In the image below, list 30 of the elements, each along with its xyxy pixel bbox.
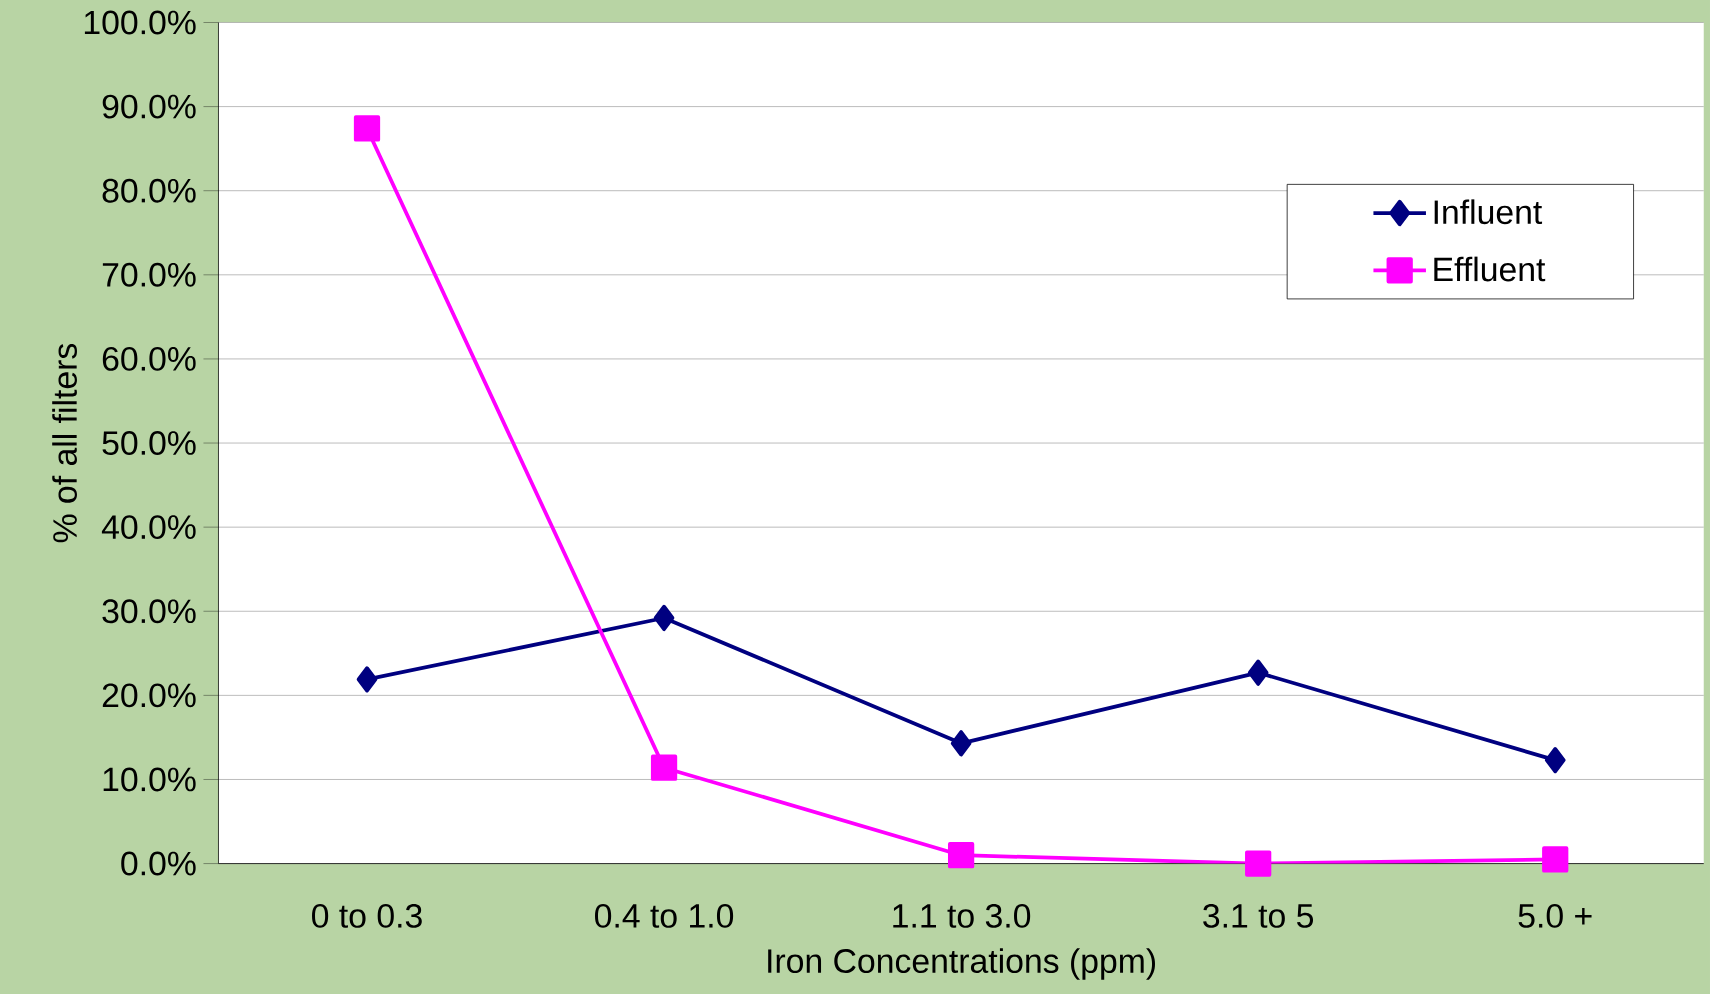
point xyxy=(650,754,678,781)
y-tick-label: 30.0% xyxy=(102,599,196,624)
y-tick-label: 100.0% xyxy=(84,10,196,35)
x-tick-label: 5.0 + xyxy=(1518,903,1592,928)
x-tick-label: 0.4 to 1.0 xyxy=(595,903,734,928)
point xyxy=(1542,846,1569,873)
x-tick-label: 1.1 to 3.0 xyxy=(893,903,1031,928)
legend-label: Effluent xyxy=(1434,256,1546,282)
point xyxy=(950,730,972,757)
y-tick-label: 10.0% xyxy=(103,767,196,792)
y-tick-label: 20.0% xyxy=(102,683,196,708)
point xyxy=(1247,659,1269,686)
y-tick-label: 70.0% xyxy=(102,262,196,287)
y-axis-title: % of all filters xyxy=(52,343,77,543)
x-axis-title: Iron Concentrations (ppm) xyxy=(768,948,1155,980)
point xyxy=(1245,850,1272,877)
y-tick-label: 60.0% xyxy=(102,346,196,371)
y-tick-label: 90.0% xyxy=(102,94,196,119)
x-tick-label: 3.1 to 5 xyxy=(1203,903,1314,928)
point xyxy=(947,842,975,869)
y-tick-label: 0.0% xyxy=(121,851,196,876)
legend-label: Influent xyxy=(1434,199,1543,225)
x-tick-label: 0 to 0.3 xyxy=(312,903,422,928)
y-tick-label: 50.0% xyxy=(102,431,196,456)
y-tick-label: 80.0% xyxy=(102,178,196,203)
point xyxy=(1544,747,1566,774)
point xyxy=(653,604,675,632)
point xyxy=(353,115,381,142)
point xyxy=(356,666,378,693)
y-tick-label: 40.0% xyxy=(101,515,196,540)
